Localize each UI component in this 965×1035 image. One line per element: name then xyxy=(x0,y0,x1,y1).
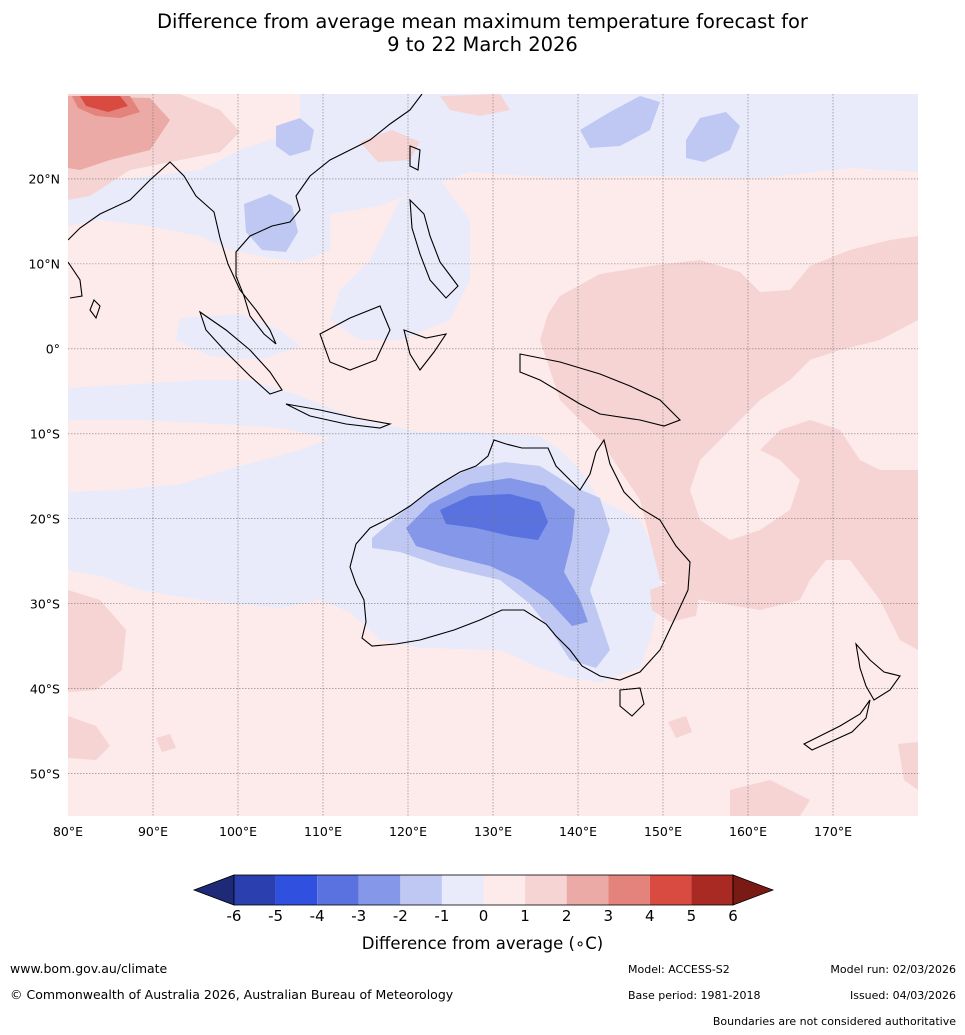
base-period: Base period: 1981-2018 xyxy=(628,989,761,1002)
colorbar-bin xyxy=(441,875,484,905)
colorbar-tick-label: -4 xyxy=(309,907,325,925)
coast-philippines xyxy=(409,198,459,299)
longitude-label: 150°E xyxy=(643,824,683,839)
longitude-label: 110°E xyxy=(303,824,343,839)
website-link[interactable]: www.bom.gov.au/climate xyxy=(10,961,168,976)
longitude-label: 100°E xyxy=(218,824,258,839)
colorbar-tick-label: 6 xyxy=(728,907,738,925)
colorbar-bin xyxy=(400,875,442,905)
coast-mainland-asia xyxy=(68,94,423,345)
field-cool-blob-pacific-2 xyxy=(686,112,740,162)
coast-java xyxy=(285,403,392,429)
colorbar-tick-label: 2 xyxy=(561,907,572,925)
coast-india-tip xyxy=(68,261,83,299)
field-cool-band-lower xyxy=(68,470,350,574)
copyright: © Commonwealth of Australia 2026, Austra… xyxy=(10,987,454,1002)
coast-tasmania xyxy=(619,687,645,717)
colorbar-tick-label: -2 xyxy=(392,907,408,925)
latitude-label: 10°N xyxy=(28,256,60,272)
colorbar-tick-label: -3 xyxy=(351,907,367,925)
field-warm-south-1 xyxy=(68,590,126,692)
colorbar-tick-label: 3 xyxy=(603,907,614,925)
title-line-1: Difference from average mean maximum tem… xyxy=(157,10,808,33)
field-warm-south-2 xyxy=(68,716,110,760)
latitude-label: 50°S xyxy=(29,766,60,782)
colorbar-title: Difference from average (∘C) xyxy=(361,934,604,953)
coast-new-guinea xyxy=(519,353,681,427)
issued-date: Issued: 04/03/2026 xyxy=(849,989,956,1002)
colorbar-bin xyxy=(525,875,567,905)
colorbar-tick-label: -5 xyxy=(268,907,284,925)
colorbar-extend-high xyxy=(732,874,775,906)
coast-sulawesi xyxy=(403,329,448,371)
field-cool-blob-china xyxy=(276,118,314,156)
colorbar-tick-label: -1 xyxy=(434,907,450,925)
field-warm-himalaya-4 xyxy=(80,96,128,112)
longitude-label: 140°E xyxy=(558,824,598,839)
colorbar-tick-label: -6 xyxy=(226,907,242,925)
colorbar-bin xyxy=(566,875,609,905)
colorbar-bin xyxy=(358,875,401,905)
coast-taiwan xyxy=(409,145,421,171)
colorbar-bin xyxy=(234,875,276,905)
latitude-label: 0° xyxy=(45,341,60,357)
field-warm-pacific xyxy=(540,236,918,650)
field-warm-north-1 xyxy=(440,94,510,116)
longitude-label: 130°E xyxy=(473,824,513,839)
model-name: Model: ACCESS-S2 xyxy=(628,963,730,976)
coast-borneo xyxy=(319,305,391,371)
longitude-label: 170°E xyxy=(813,824,853,839)
field-warm-small-2 xyxy=(668,716,692,738)
colorbar xyxy=(192,874,775,906)
boundaries-note: Boundaries are not considered authoritat… xyxy=(712,1015,956,1028)
field-cool-blob-indochina xyxy=(244,194,298,252)
field-aus-minus3 xyxy=(440,494,548,540)
field-cool-blob-pacific-1 xyxy=(580,96,660,148)
coast-sumatra xyxy=(198,310,283,395)
chart-title: Difference from average mean maximum tem… xyxy=(0,10,965,56)
field-warm-south-4 xyxy=(898,742,918,790)
colorbar-frame xyxy=(233,874,734,906)
coast-sri-lanka xyxy=(89,299,101,320)
colorbar-tick-label: 5 xyxy=(686,907,697,925)
longitude-label: 80°E xyxy=(52,824,84,839)
colorbar-bin xyxy=(608,875,650,905)
colorbar-bin xyxy=(275,875,318,905)
field-warm-small-1 xyxy=(156,734,176,752)
title-line-2: 9 to 22 March 2026 xyxy=(387,33,578,56)
colorbar-bin xyxy=(649,875,692,905)
colorbar-tick-label: 4 xyxy=(645,907,655,925)
longitude-label: 90°E xyxy=(137,824,169,839)
model-run: Model run: 02/03/2026 xyxy=(830,963,956,976)
colorbar-tick-label: 0 xyxy=(478,907,489,925)
colorbar-tick-label: 1 xyxy=(520,907,530,925)
colorbar-extend-low xyxy=(192,874,235,906)
longitude-label: 160°E xyxy=(728,824,768,839)
field-warm-south-3 xyxy=(730,780,810,816)
field-cool-band-indian xyxy=(68,380,660,682)
coastlines xyxy=(68,94,901,751)
field-cool-band-scs xyxy=(330,180,470,340)
graticule xyxy=(68,94,918,816)
latitude-label: 10°S xyxy=(29,426,60,442)
latitude-label: 30°S xyxy=(29,596,60,612)
colorbar-bin xyxy=(317,875,359,905)
coast-australia xyxy=(349,438,691,681)
colorbar-bin xyxy=(691,875,733,905)
latitude-label: 20°N xyxy=(28,171,60,187)
field-warm-tasman xyxy=(650,578,700,622)
latitude-label: 20°S xyxy=(29,511,60,527)
field-warm-china xyxy=(360,130,420,162)
coast-nz-north xyxy=(855,642,901,701)
latitude-label: 40°S xyxy=(29,681,60,697)
longitude-label: 120°E xyxy=(388,824,428,839)
colorbar-bin xyxy=(483,875,526,905)
coast-nz-south xyxy=(802,699,871,751)
